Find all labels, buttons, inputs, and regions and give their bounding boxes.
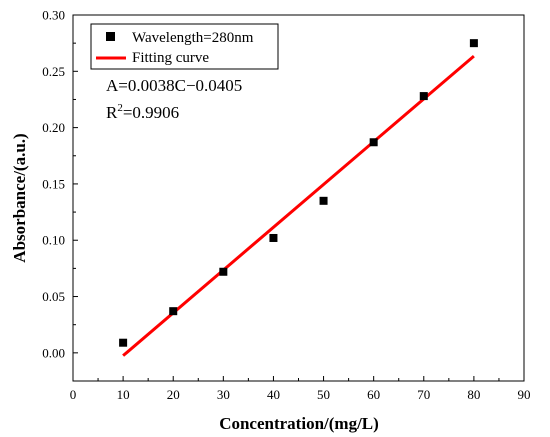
x-tick-label: 0 [70, 387, 77, 402]
r2-superscript: 2 [117, 102, 123, 114]
data-point [169, 307, 178, 316]
fitting-curve-line [122, 54, 475, 357]
y-tick-label: 0.30 [42, 8, 65, 23]
legend-marker-square [106, 32, 115, 41]
x-tick-label: 10 [117, 387, 130, 402]
data-point [119, 338, 128, 347]
x-axis: 0 10 20 30 40 50 60 70 80 90 [70, 376, 531, 402]
r2-label: R [106, 103, 118, 122]
x-tick-label: 50 [317, 387, 330, 402]
legend: Wavelength=280nm Fitting curve [90, 23, 279, 70]
y-tick-label: 0.25 [42, 64, 65, 79]
data-point [319, 196, 328, 205]
x-tick-label: 70 [417, 387, 430, 402]
y-tick-label: 0.10 [42, 233, 65, 248]
data-point [269, 233, 278, 242]
y-tick-label: 0.15 [42, 176, 65, 191]
equation-annotation: A=0.0038C−0.0405 [106, 76, 242, 95]
y-axis-title: Absorbance/(a.u.) [10, 133, 29, 262]
data-points-layer [119, 39, 478, 347]
x-tick-label: 40 [267, 387, 280, 402]
y-axis: 0.00 0.05 0.10 0.15 0.20 0.25 0.30 [42, 8, 78, 360]
x-tick-label: 60 [367, 387, 380, 402]
data-point [419, 92, 428, 101]
legend-label-wavelength: Wavelength=280nm [132, 30, 254, 46]
x-tick-label: 80 [467, 387, 480, 402]
y-tick-label: 0.20 [42, 120, 65, 135]
x-tick-label: 30 [217, 387, 230, 402]
r2-annotation: R2=0.9906 [106, 102, 179, 122]
y-tick-label: 0.05 [42, 289, 65, 304]
data-point [369, 138, 378, 147]
legend-label-fitting-curve: Fitting curve [132, 50, 209, 66]
r2-value: =0.9906 [123, 103, 179, 122]
data-point [469, 39, 478, 48]
y-tick-label: 0.00 [42, 345, 65, 360]
x-tick-label: 90 [518, 387, 531, 402]
x-axis-title: Concentration/(mg/L) [219, 414, 379, 433]
legend-box [90, 23, 279, 70]
fitting-curve-layer [122, 54, 475, 357]
x-tick-label: 20 [167, 387, 180, 402]
data-point [219, 267, 228, 276]
